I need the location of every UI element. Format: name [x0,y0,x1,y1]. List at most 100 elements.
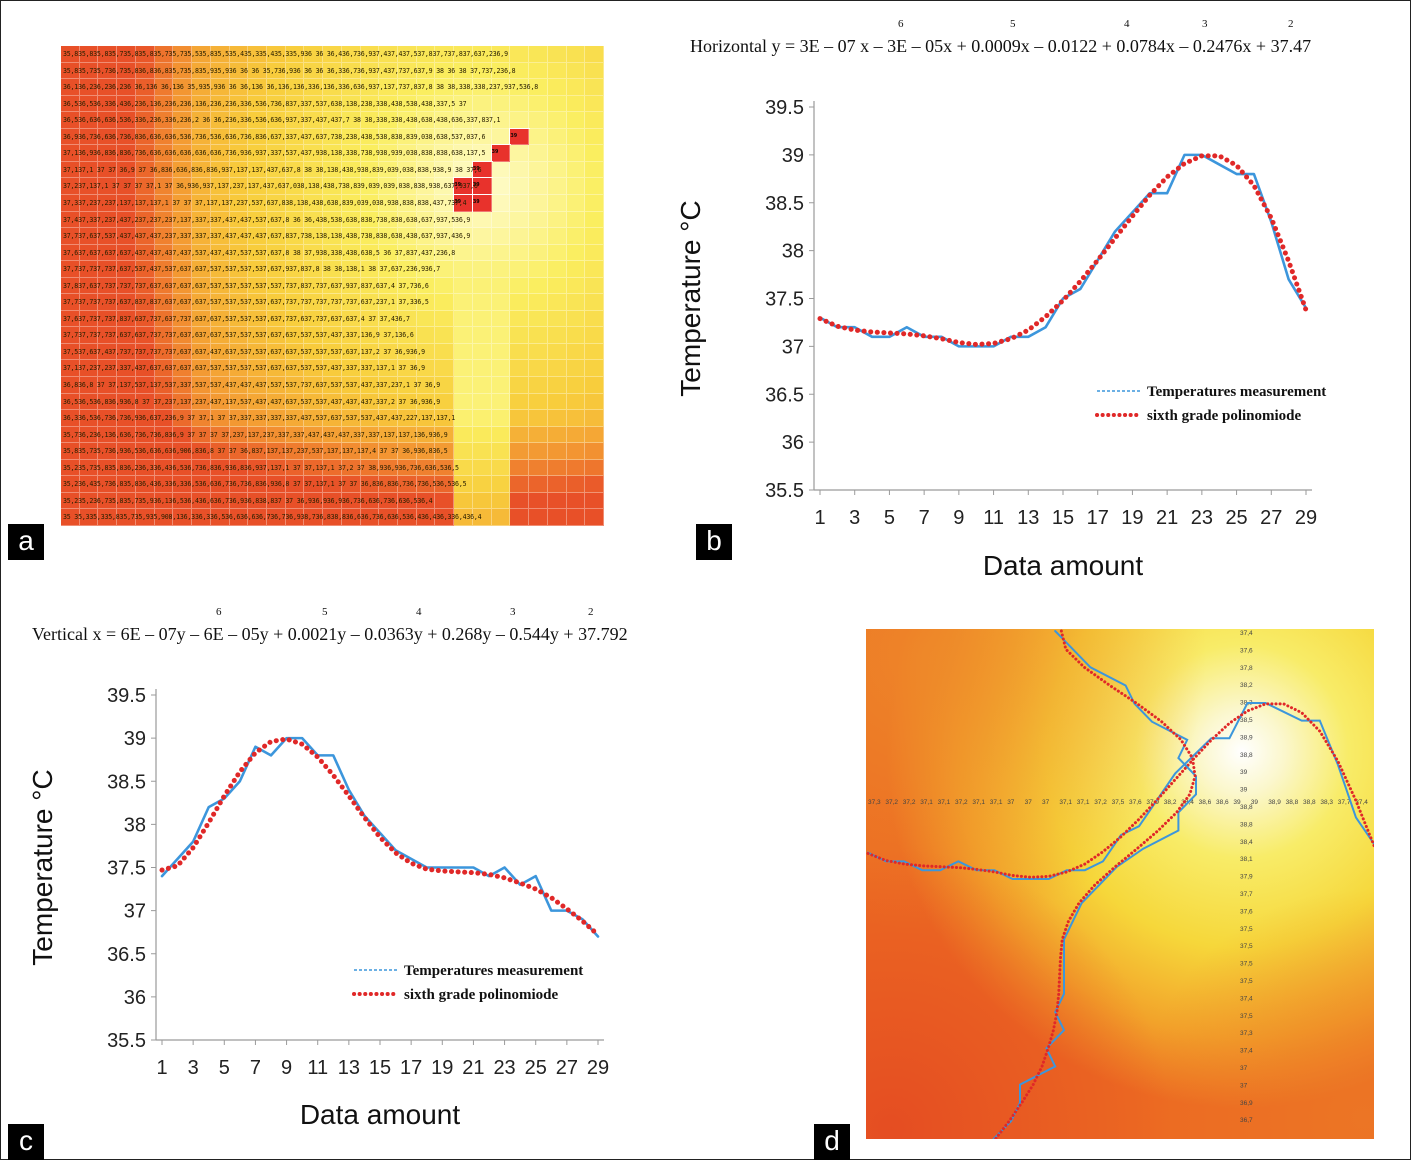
x-tick-label: 23 [1191,507,1213,529]
heatmap-cell [210,426,230,444]
horizontal-reading-label: 37,1 [1077,799,1090,806]
heatmap-cell [79,277,99,295]
heatmap-cell [210,310,230,328]
y-tick-label: 36 [124,987,146,1009]
heatmap-cell [454,62,473,80]
heatmap-cell [229,426,249,444]
heatmap-cell [585,194,604,212]
heatmap-cell [135,112,155,129]
heatmap-cell [379,46,399,63]
heatmap-cell [210,443,230,460]
vertical-reading-label: 37 [1240,1082,1248,1089]
heatmap-cell [398,492,417,510]
horizontal-reading-label: 37,5 [1112,799,1125,806]
heatmap-cell [323,294,342,311]
x-tick-label: 1 [156,1057,167,1079]
heatmap-cell [547,79,567,96]
heatmap-cell [98,244,118,262]
heatmap-cell [472,244,492,262]
panel-label-b: b [696,524,732,560]
heatmap-cell [360,410,380,427]
x-tick-label: 25 [525,1057,547,1079]
heatmap-cell [285,443,305,460]
heatmap-cell [248,194,267,212]
heatmap-cell [135,476,155,493]
heatmap-cell [435,46,455,63]
heatmap-cell [192,261,211,278]
heatmap-cell [472,476,492,493]
heatmap-cell [454,211,473,229]
heatmap-cell [435,476,455,493]
heatmap-cell [454,261,473,278]
heatmap-cell [379,327,399,344]
vertical-reading-label: 39 [1240,769,1248,776]
x-tick-label: 23 [493,1057,515,1079]
heatmap-cell [173,476,193,493]
heatmap-cell [360,360,380,378]
horizontal-reading-label: 37,1 [920,799,933,806]
x-tick-label: 9 [953,507,964,529]
heatmap-cell [547,492,567,510]
heatmap-cell [79,261,99,278]
heatmap-cell [510,112,530,129]
heatmap-cell [135,79,155,96]
heatmap-cell [341,343,361,361]
heatmap-cell [154,377,174,394]
heatmap-cell [210,244,230,262]
horizontal-reading-label: 37 [1025,799,1033,806]
vertical-fit-curve [993,629,1197,1139]
heatmap-cell [135,509,155,526]
heatmap-cell [379,443,399,460]
heatmap-cell [79,443,99,460]
heatmap-cell [529,178,548,195]
heatmap-cell [61,443,80,460]
vertical-reading-label: 38,1 [1240,856,1253,863]
heatmap-cell [266,343,286,361]
y-axis-title: Temperature °C [27,769,58,965]
heatmap-cell [135,95,155,113]
horizontal-reading-label: 37,1 [938,799,951,806]
heatmap-cell [229,228,249,245]
heatmap-cell [154,509,174,526]
heatmap-cell [472,410,492,427]
heatmap-cell [61,360,80,378]
heatmap-cell [547,62,567,80]
heatmap-cell [248,492,267,510]
heatmap-cell [510,161,530,179]
heatmap-cell [435,261,455,278]
equation-prefix: Vertical [32,624,88,644]
heatmap-cell [566,393,586,411]
heatmap-cell [510,79,530,96]
heatmap-cell [360,393,380,411]
equation-vertical: Vertical x = 6E – 07y – 6E – 05y + 0.002… [32,606,628,645]
heatmap-cell [117,145,136,162]
heatmap-cell [454,476,473,493]
heatmap-cell [323,228,342,245]
y-tick-label: 36.5 [765,384,804,406]
heatmap-cell [210,327,230,344]
vertical-reading-label: 37,9 [1240,874,1253,881]
heatmap-cell [266,443,286,460]
heatmap-cell [510,145,530,162]
heatmap-cell [379,145,399,162]
heatmap-cell [435,393,455,411]
heatmap-cell [585,261,604,278]
heatmap-cell [510,46,530,63]
heatmap-cell [210,294,230,311]
heatmap-cell [210,410,230,427]
heatmap-cell [173,443,193,460]
horizontal-measurement-curve [867,702,1374,880]
heatmap-cell [585,410,604,427]
heatmap-cell [379,194,399,212]
heatmap-cell [398,426,417,444]
heatmap-cell [98,62,118,80]
heatmap-cell [266,410,286,427]
vertical-reading-label: 37,5 [1240,978,1253,985]
heatmap-cell [510,476,530,493]
heatmap-cell [323,79,342,96]
heatmap-cell [229,410,249,427]
heatmap-cell [379,178,399,195]
heatmap-cell [98,310,118,328]
heatmap-cell [585,327,604,344]
heatmap-cell: 39 [453,193,474,213]
